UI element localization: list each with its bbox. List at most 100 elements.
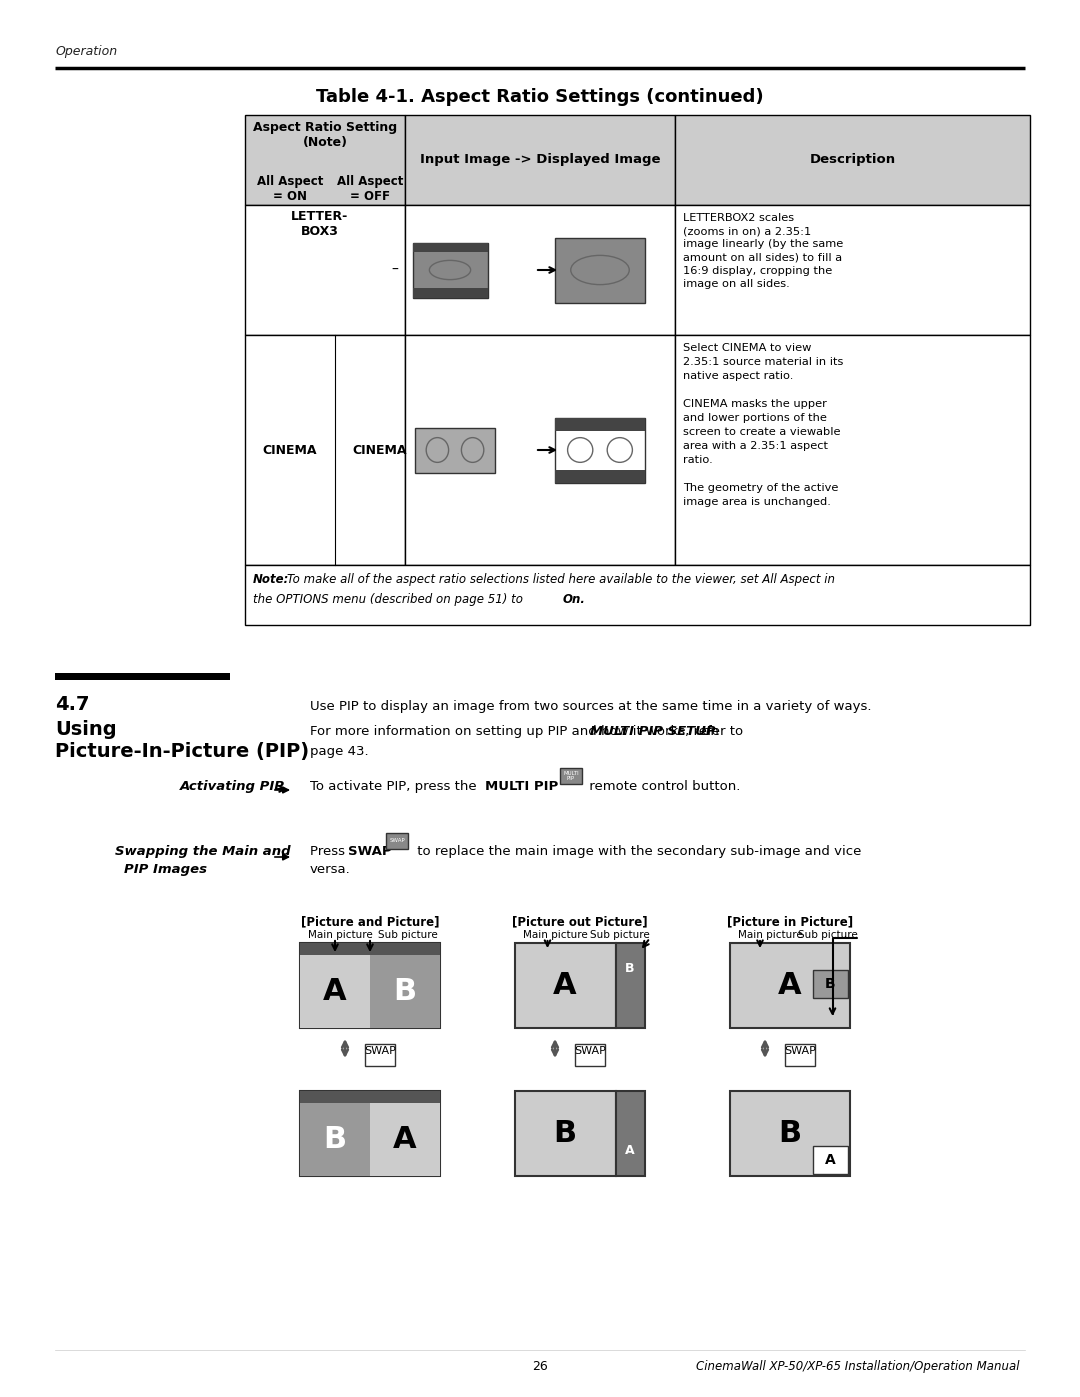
Text: B: B bbox=[553, 1119, 576, 1148]
Text: page 43.: page 43. bbox=[310, 745, 368, 759]
Text: For more information on setting up PIP and how it works, refer to: For more information on setting up PIP a… bbox=[310, 725, 747, 738]
Bar bbox=[555, 418, 645, 430]
Bar bbox=[415, 427, 495, 472]
Bar bbox=[515, 943, 617, 1028]
Text: remote control button.: remote control button. bbox=[585, 780, 741, 793]
Bar bbox=[405, 115, 675, 205]
Text: Input Image -> Displayed Image: Input Image -> Displayed Image bbox=[420, 154, 660, 166]
Bar bbox=[300, 1091, 440, 1104]
Bar bbox=[300, 956, 370, 1028]
Text: Swapping the Main and: Swapping the Main and bbox=[114, 845, 291, 858]
Text: A: A bbox=[553, 971, 577, 1000]
Bar bbox=[515, 1091, 617, 1176]
Bar bbox=[300, 1104, 370, 1176]
Text: B: B bbox=[825, 978, 836, 992]
Text: B: B bbox=[323, 1125, 347, 1154]
Bar bbox=[555, 237, 645, 303]
Text: B: B bbox=[624, 963, 634, 975]
Text: on: on bbox=[698, 725, 719, 738]
Text: Operation: Operation bbox=[55, 45, 117, 59]
Text: B: B bbox=[779, 1119, 801, 1148]
Text: CINEMA: CINEMA bbox=[353, 443, 407, 457]
Bar bbox=[785, 1044, 815, 1066]
Text: Aspect Ratio Setting
(Note): Aspect Ratio Setting (Note) bbox=[253, 122, 397, 149]
Bar bbox=[300, 1091, 440, 1176]
Bar bbox=[813, 1146, 848, 1173]
Text: Use PIP to display an image from two sources at the same time in a variety of wa: Use PIP to display an image from two sou… bbox=[310, 700, 872, 712]
Text: MULTI PIP: MULTI PIP bbox=[485, 780, 558, 793]
Text: [Picture in Picture]: [Picture in Picture] bbox=[727, 915, 853, 928]
Bar bbox=[245, 205, 405, 335]
Bar bbox=[675, 335, 1030, 564]
Text: –: – bbox=[392, 263, 399, 277]
Text: All Aspect
= ON: All Aspect = ON bbox=[257, 175, 323, 203]
Bar bbox=[730, 943, 850, 1028]
Text: Table 4-1. Aspect Ratio Settings (continued): Table 4-1. Aspect Ratio Settings (contin… bbox=[316, 88, 764, 106]
Bar bbox=[405, 205, 675, 335]
Text: versa.: versa. bbox=[310, 863, 351, 876]
Bar bbox=[413, 288, 487, 298]
Text: Main picture: Main picture bbox=[308, 930, 373, 940]
Bar bbox=[370, 956, 440, 1028]
Text: Picture-In-Picture (PIP): Picture-In-Picture (PIP) bbox=[55, 742, 309, 761]
Text: SWAP: SWAP bbox=[348, 845, 392, 858]
Text: A: A bbox=[624, 1144, 634, 1157]
Bar bbox=[405, 335, 675, 564]
Text: Activating PIP: Activating PIP bbox=[180, 780, 285, 793]
Bar bbox=[245, 335, 405, 564]
Bar bbox=[300, 943, 440, 1028]
Text: Sub picture: Sub picture bbox=[798, 930, 858, 940]
Bar bbox=[55, 673, 230, 680]
Bar bbox=[413, 243, 487, 298]
Bar bbox=[245, 564, 1030, 624]
Bar bbox=[413, 243, 487, 253]
Text: Sub picture: Sub picture bbox=[590, 930, 650, 940]
Text: To make all of the aspect ratio selections listed here available to the viewer, : To make all of the aspect ratio selectio… bbox=[287, 573, 835, 585]
Text: Sub picture: Sub picture bbox=[378, 930, 437, 940]
Text: On.: On. bbox=[563, 592, 585, 606]
Bar bbox=[300, 943, 440, 956]
Bar bbox=[365, 1044, 395, 1066]
Text: Press: Press bbox=[310, 845, 349, 858]
Text: SWAP: SWAP bbox=[389, 838, 405, 844]
Text: MULTI PIP SETUP: MULTI PIP SETUP bbox=[590, 725, 716, 738]
Text: To activate PIP, press the: To activate PIP, press the bbox=[310, 780, 481, 793]
Bar bbox=[370, 1104, 440, 1176]
Bar bbox=[575, 1044, 605, 1066]
Text: Main picture: Main picture bbox=[738, 930, 802, 940]
Text: PIP Images: PIP Images bbox=[123, 863, 206, 876]
Text: LETTERBOX2 scales
(zooms in on) a 2.35:1
image linearly (by the same
amount on a: LETTERBOX2 scales (zooms in on) a 2.35:1… bbox=[683, 212, 843, 289]
Text: Select CINEMA to view
2.35:1 source material in its
native aspect ratio.

CINEMA: Select CINEMA to view 2.35:1 source mate… bbox=[683, 344, 843, 507]
Text: [Picture and Picture]: [Picture and Picture] bbox=[300, 915, 440, 928]
Bar bbox=[617, 1091, 645, 1176]
Text: A: A bbox=[825, 1153, 836, 1166]
Text: Main picture: Main picture bbox=[523, 930, 588, 940]
Text: 4.7: 4.7 bbox=[55, 694, 90, 714]
Text: CinemaWall XP-50/XP-65 Installation/Operation Manual: CinemaWall XP-50/XP-65 Installation/Oper… bbox=[697, 1361, 1020, 1373]
Text: A: A bbox=[323, 977, 347, 1006]
Text: CINEMA: CINEMA bbox=[262, 443, 318, 457]
Text: LETTER-
BOX3: LETTER- BOX3 bbox=[292, 210, 349, 237]
Bar bbox=[617, 943, 645, 1028]
Bar bbox=[386, 833, 408, 849]
Text: Note:: Note: bbox=[253, 573, 289, 585]
Bar bbox=[245, 115, 405, 205]
Text: A: A bbox=[779, 971, 801, 1000]
Bar bbox=[675, 115, 1030, 205]
Text: 26: 26 bbox=[532, 1361, 548, 1373]
Bar bbox=[730, 1091, 850, 1176]
Text: SWAP: SWAP bbox=[784, 1046, 815, 1056]
Bar bbox=[813, 971, 848, 999]
Text: MULTI
PIP: MULTI PIP bbox=[563, 771, 579, 781]
Bar bbox=[561, 768, 582, 784]
Text: SWAP: SWAP bbox=[575, 1046, 606, 1056]
Text: Using: Using bbox=[55, 719, 117, 739]
Bar bbox=[555, 418, 645, 482]
Bar bbox=[555, 469, 645, 482]
Text: All Aspect
= OFF: All Aspect = OFF bbox=[337, 175, 403, 203]
Text: the OPTIONS menu (described on page 51) to: the OPTIONS menu (described on page 51) … bbox=[253, 592, 527, 606]
Text: to replace the main image with the secondary sub-image and vice: to replace the main image with the secon… bbox=[413, 845, 862, 858]
Text: Description: Description bbox=[809, 154, 895, 166]
Text: B: B bbox=[393, 977, 417, 1006]
Text: [Picture out Picture]: [Picture out Picture] bbox=[512, 915, 648, 928]
